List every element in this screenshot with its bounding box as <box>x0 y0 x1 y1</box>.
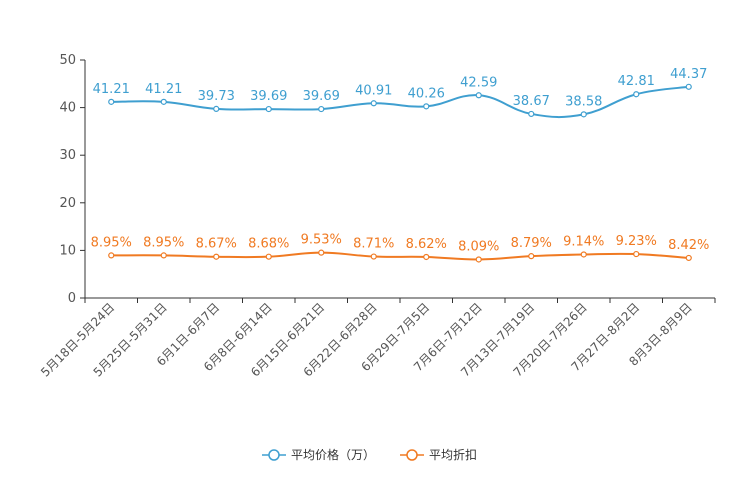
y-tick-label: 10 <box>59 243 76 258</box>
legend-item: 平均折扣 <box>400 447 477 462</box>
legend-label: 平均价格（万） <box>291 447 375 462</box>
legend-item: 平均价格（万） <box>262 447 375 462</box>
data-label: 39.69 <box>303 89 340 104</box>
data-label: 38.58 <box>565 94 602 109</box>
data-label: 9.23% <box>616 234 657 249</box>
data-label: 44.37 <box>670 67 707 82</box>
data-point <box>370 100 377 107</box>
data-label: 38.67 <box>513 94 550 109</box>
y-tick-label: 20 <box>59 196 76 211</box>
data-point <box>213 105 220 112</box>
legend-marker <box>268 449 280 461</box>
data-point <box>580 251 587 258</box>
data-point <box>633 91 640 98</box>
data-label: 8.09% <box>458 239 499 254</box>
data-point <box>318 105 325 113</box>
data-label: 39.73 <box>198 89 235 104</box>
data-point <box>580 111 587 118</box>
data-label: 41.21 <box>145 82 182 97</box>
data-point <box>685 254 692 262</box>
data-point <box>528 110 535 118</box>
series-line <box>111 251 689 261</box>
data-point <box>108 98 115 105</box>
data-label: 8.67% <box>196 237 237 252</box>
y-tick-label: 30 <box>59 148 76 163</box>
data-point <box>528 253 535 260</box>
series-line <box>111 85 689 119</box>
data-label: 8.95% <box>91 235 132 250</box>
data-label: 8.79% <box>511 236 552 251</box>
legend: 平均价格（万） 平均折扣 <box>262 447 477 462</box>
data-label: 41.21 <box>93 82 130 97</box>
data-label: 42.81 <box>618 74 655 89</box>
y-tick-label: 0 <box>68 291 76 306</box>
data-label: 9.53% <box>301 233 342 248</box>
data-point <box>265 253 272 260</box>
data-label: 39.69 <box>250 89 287 104</box>
data-point <box>160 98 167 105</box>
legend-marker <box>406 449 418 461</box>
data-point <box>160 252 167 259</box>
data-label: 40.91 <box>355 83 392 98</box>
data-label: 9.14% <box>563 234 604 249</box>
data-point <box>633 250 640 258</box>
data-point <box>685 83 692 90</box>
data-label: 40.26 <box>408 86 445 101</box>
data-label: 42.59 <box>460 75 497 90</box>
legend-label: 平均折扣 <box>429 447 477 462</box>
series-1: 41.21 41.21 39.73 39.69 39.69 40.91 40.26 42.59… <box>93 67 707 119</box>
y-tick-label: 50 <box>59 53 76 68</box>
data-point <box>318 249 325 256</box>
data-label: 8.62% <box>406 237 447 252</box>
data-label: 8.68% <box>248 237 289 252</box>
data-point <box>475 92 482 99</box>
data-point <box>423 253 430 261</box>
data-point <box>108 252 115 259</box>
y-tick-label: 40 <box>59 101 76 116</box>
data-point <box>370 253 377 260</box>
data-point <box>423 103 430 110</box>
data-label: 8.42% <box>668 238 709 253</box>
data-label: 8.95% <box>143 235 184 250</box>
data-point <box>213 253 220 260</box>
data-point <box>475 256 482 263</box>
data-point <box>265 105 272 113</box>
data-label: 8.71% <box>353 237 394 252</box>
series-2: 8.95% 8.95% 8.67% 8.68% 9.53% 8.71% 8.62% 8.09%… <box>91 233 709 263</box>
